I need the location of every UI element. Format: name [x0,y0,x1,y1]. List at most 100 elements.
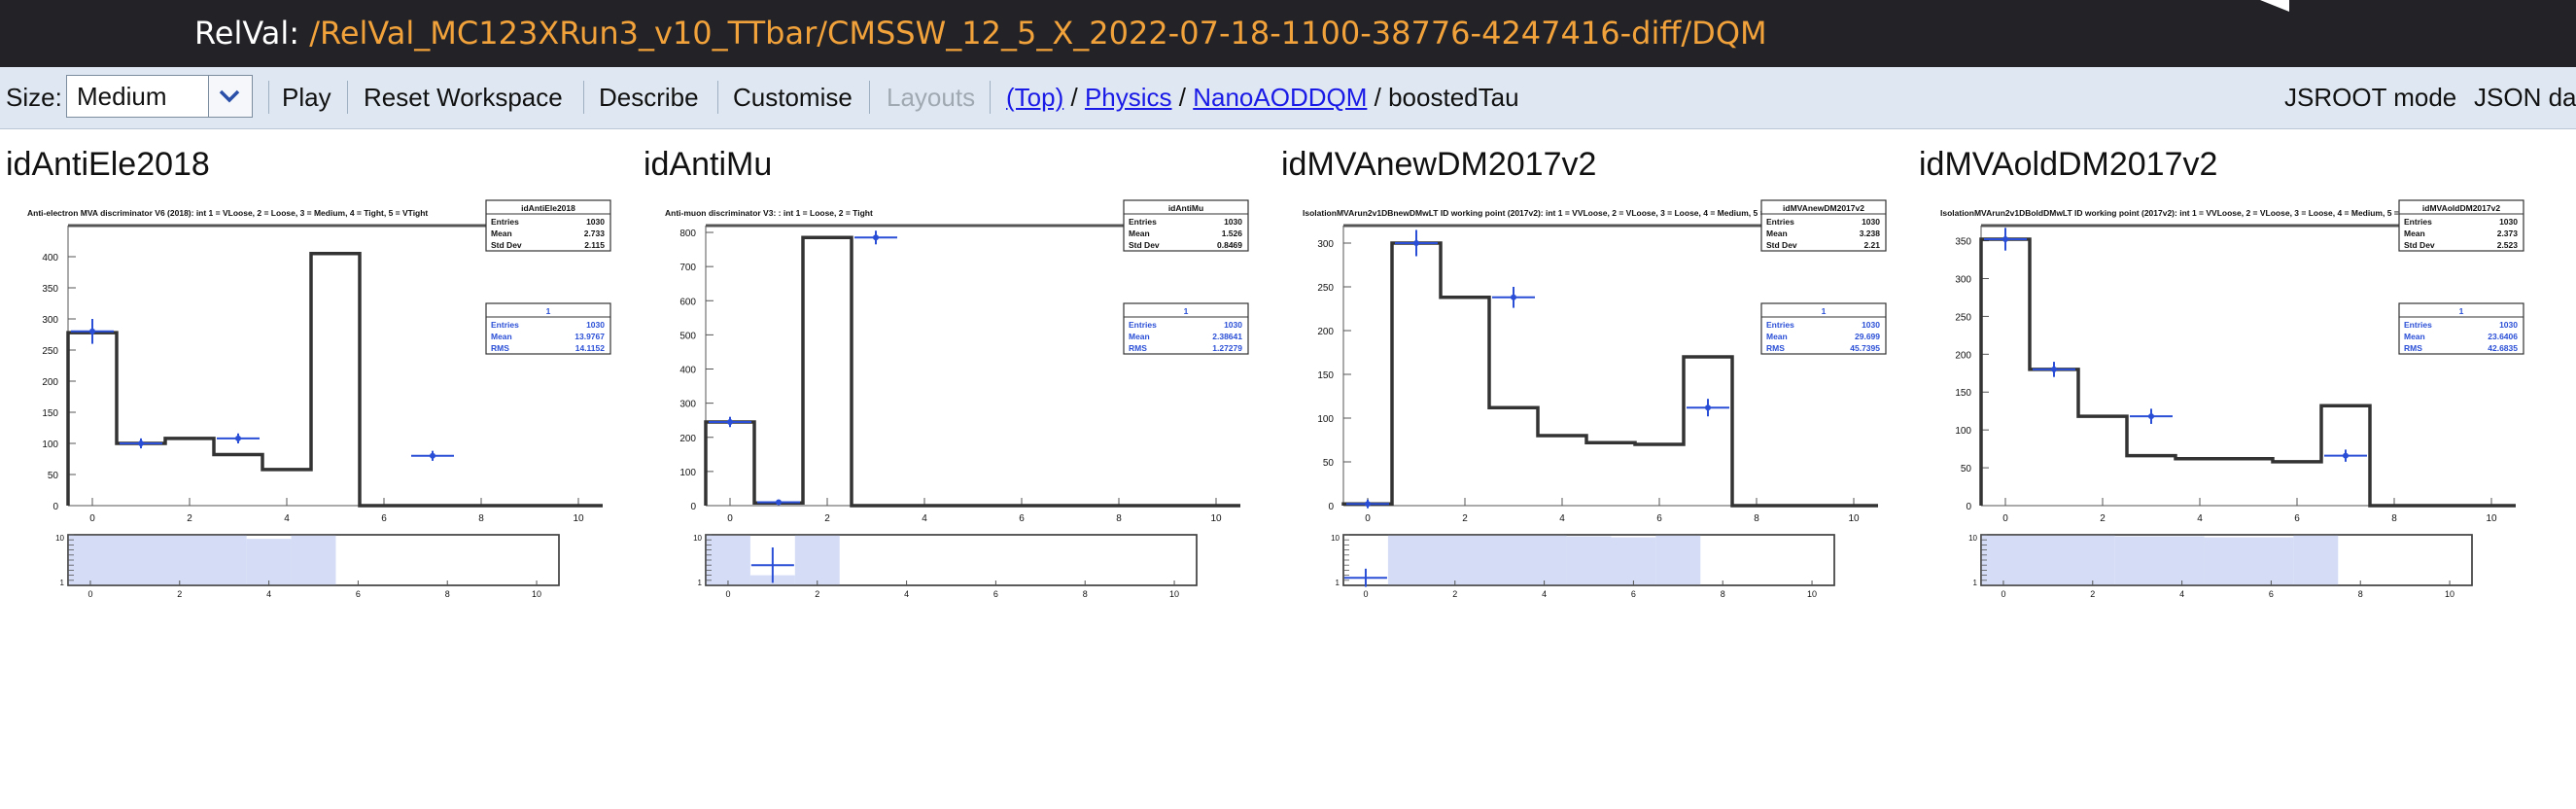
ratio-x-tick-label: 10 [2445,589,2454,599]
x-tick-label: 6 [1656,513,1662,524]
y-tick-label: 250 [42,346,58,357]
reference-point [873,234,879,241]
x-tick-label: 0 [2002,513,2008,524]
histogram-bin [1441,298,1489,506]
ratio-fill-bin [1611,537,1656,585]
x-tick-label: 2 [1462,513,1468,524]
describe-button[interactable]: Describe [599,83,699,112]
histogram-bin [1489,407,1538,506]
size-select-value: Medium [77,82,167,111]
x-tick-label: 8 [2391,513,2397,524]
x-tick-label: 4 [922,513,927,524]
size-dropdown-button[interactable] [208,76,252,117]
histogram-plot[interactable]: IsolationMVArun2v1DBnewDMwLT ID working … [1275,196,1897,644]
y-tick-label: 0 [1966,502,1971,512]
y-tick-label: 0 [1328,502,1334,512]
breadcrumb: (Top) / Physics / NanoAODDQM / boostedTa… [1006,83,1519,112]
y-tick-label: 350 [1955,237,1971,248]
app-label: RelVal [194,15,290,52]
ratio-fill-bin [794,535,840,585]
reference-stats-box [2398,302,2524,355]
ratio-x-tick-label: 10 [532,589,541,599]
x-tick-label: 4 [284,513,290,524]
breadcrumb-top-link[interactable]: (Top) [1006,83,1064,112]
ratio-x-tick-label: 8 [445,589,450,599]
plot-panel-idmvanewdm2017v2[interactable]: idMVAnewDM2017v2 IsolationMVArun2v1DBnew… [1275,146,1897,651]
histogram-bin [68,333,117,506]
y-tick-label: 100 [1317,414,1334,425]
x-tick-label: 8 [1754,513,1759,524]
plot-panel-idantiele2018[interactable]: idAntiEle2018 Anti-electron MVA discrimi… [0,146,622,651]
stats-row-label: Mean [1129,229,1150,238]
reference-stats-label: Mean [1766,332,1788,341]
ratio-x-tick-label: 0 [87,589,92,599]
ratio-y-tick-label: 1 [1336,579,1340,587]
histogram-plot[interactable]: IsolationMVArun2v1DBoldDMwLT ID working … [1913,196,2535,644]
y-tick-label: 50 [1961,464,1972,475]
ratio-fill-bin [2114,536,2205,585]
size-select[interactable]: Medium [66,75,253,118]
y-tick-label: 500 [679,331,696,341]
reference-point [2051,366,2057,372]
y-tick-label: 300 [42,315,58,326]
histogram-bin [2078,416,2127,506]
y-tick-label: 0 [52,502,58,512]
breadcrumb-nanoaoddqm-link[interactable]: NanoAODDQM [1193,83,1368,112]
histogram-bin [2273,462,2321,506]
toolbar-separator [347,81,348,114]
histogram-bin [1392,243,1441,506]
stats-row-value: 2.115 [584,240,605,250]
stats-row-value: 1.526 [1222,229,1243,238]
y-tick-label: 300 [679,400,696,410]
reference-point [1365,501,1371,508]
stats-row-label: Std Dev [2404,240,2435,250]
reference-stats-label: RMS [491,343,509,353]
reference-stats-value: 1.27279 [1212,343,1242,353]
reference-stats-value: 1030 [2499,320,2518,330]
toolbar-separator [869,81,870,114]
jsroot-mode-toggle[interactable]: JSROOT mode [2284,83,2457,112]
x-tick-label: 2 [824,513,830,524]
toolbar-separator [583,81,584,114]
plot-panel-idantimu[interactable]: idAntiMu Anti-muon discriminator V3: : i… [638,146,1260,651]
y-tick-label: 150 [42,408,58,419]
reference-point [89,328,95,334]
layouts-button[interactable]: Layouts [887,83,976,112]
reference-stats-label: RMS [2404,343,2422,353]
ratio-y-tick-label: 10 [1331,534,1340,543]
stats-row-value: 2.523 [2497,240,2519,250]
json-dump-link[interactable]: JSON da [2474,83,2576,112]
y-tick-label: 300 [1955,274,1971,285]
reference-stats-value: 29.699 [1855,332,1880,341]
ratio-x-tick-label: 10 [1169,589,1179,599]
stats-box-title: idMVAnewDM2017v2 [1783,203,1864,213]
y-tick-label: 50 [1323,458,1335,469]
plot-panel-idmvaolddm2017v2[interactable]: idMVAoldDM2017v2 IsolationMVArun2v1DBold… [1913,146,2535,651]
reference-stats-value: 45.7395 [1850,343,1880,353]
x-tick-label: 6 [2294,513,2300,524]
ratio-fill-bin [1387,535,1567,585]
chevron-down-icon [219,89,240,103]
reset-workspace-button[interactable]: Reset Workspace [364,83,563,112]
histogram-line [66,252,603,508]
reference-stats-value: 1030 [586,320,605,330]
histogram-bin [214,455,262,506]
reference-stats-label: Entries [2404,320,2432,330]
x-tick-label: 8 [478,513,484,524]
reference-stats-label: Mean [491,332,512,341]
stats-row-label: Std Dev [1766,240,1797,250]
customise-button[interactable]: Customise [733,83,853,112]
histogram-line [1979,237,2516,508]
histogram-plot[interactable]: Anti-muon discriminator V3: : int 1 = Lo… [638,196,1260,644]
ratio-fill-bin [246,539,292,585]
ratio-fill-bin [2204,537,2294,585]
reference-stats-value: 2.38641 [1212,332,1242,341]
x-tick-label: 10 [1210,513,1222,524]
reference-point [1511,294,1516,300]
breadcrumb-separator: / [1070,83,1078,112]
breadcrumb-physics-link[interactable]: Physics [1084,83,1172,112]
histogram-plot[interactable]: Anti-electron MVA discriminator V6 (2018… [0,196,622,644]
play-button[interactable]: Play [282,83,331,112]
x-tick-label: 8 [1116,513,1122,524]
ratio-x-tick-label: 0 [725,589,730,599]
